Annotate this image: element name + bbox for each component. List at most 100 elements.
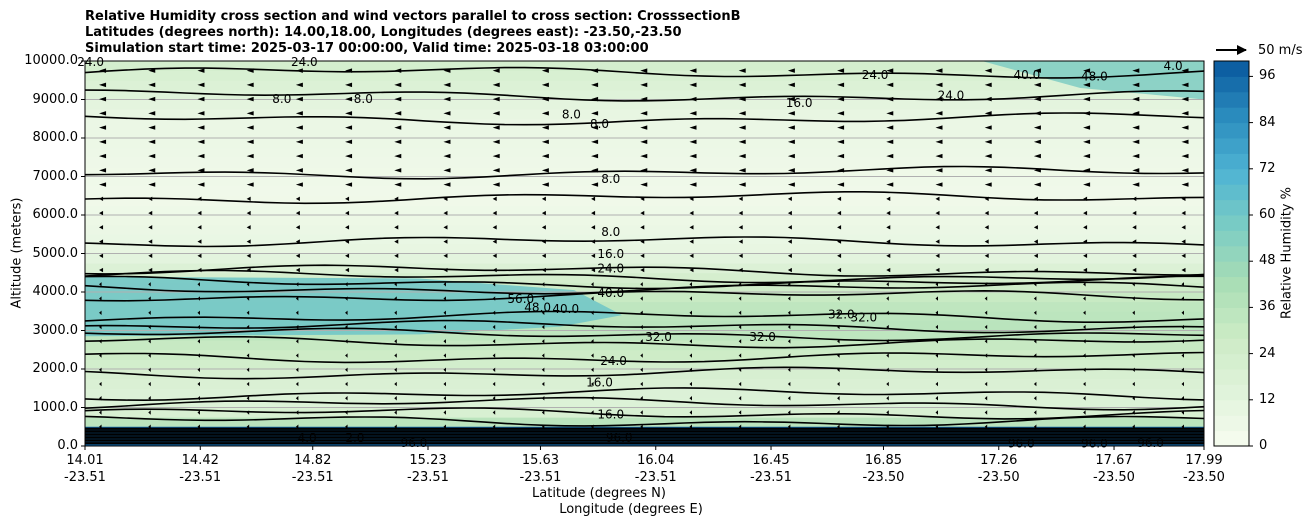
wind-vector [591, 96, 599, 102]
wind-vector [689, 182, 697, 187]
wind-vector [984, 410, 988, 415]
wind-vector [640, 353, 643, 358]
wind-vector [886, 139, 894, 145]
rh-band [85, 176, 1204, 187]
wind-vector [246, 68, 254, 73]
wind-vector [984, 253, 989, 259]
wind-vector [394, 253, 399, 259]
wind-vector [935, 267, 940, 273]
wind-vector [787, 253, 792, 259]
wind-vector [640, 139, 648, 145]
wind-vector [394, 282, 397, 287]
wind-vector [787, 267, 792, 273]
colorbar-segment [1214, 399, 1249, 416]
wind-vector [935, 153, 943, 159]
y-tick-label: 0.0 [57, 438, 78, 453]
wind-vector [1033, 353, 1037, 358]
wind-vector [295, 282, 299, 287]
wind-vector [394, 353, 397, 358]
wind-vector [984, 296, 988, 301]
wind-vector [1033, 324, 1037, 330]
wind-vector [1033, 410, 1037, 415]
colorbar-segment [1214, 261, 1249, 278]
wind-vector [1083, 111, 1091, 116]
wind-vector [197, 125, 205, 130]
wind-vector [1132, 168, 1140, 173]
wind-vector [443, 139, 451, 145]
wind-vector [345, 125, 353, 130]
wind-vector [541, 68, 549, 73]
wind-vector [345, 139, 353, 145]
colorbar-segment [1214, 215, 1249, 231]
wind-vector [295, 225, 300, 230]
wind-vector [886, 339, 889, 344]
wind-vector [591, 239, 596, 244]
wind-vector [1033, 125, 1041, 130]
rh-band [85, 301, 1204, 312]
wind-vector [640, 96, 648, 102]
wind-vector [148, 225, 153, 230]
rh-band [85, 128, 1204, 139]
wind-vector [1083, 253, 1088, 259]
wind-vector [394, 125, 402, 130]
wind-vector [246, 253, 251, 259]
rh-band [85, 349, 1204, 360]
wind-vector [1132, 253, 1137, 259]
wind-vector [443, 353, 446, 358]
wind-vector [1181, 296, 1185, 301]
wind-vector [886, 410, 889, 415]
wind-vector [738, 381, 742, 387]
wind-vector [787, 381, 791, 387]
wind-vector [295, 82, 303, 88]
wind-vector [99, 296, 102, 301]
wind-vector [99, 310, 102, 315]
wind-vector [984, 239, 989, 244]
contour-line [85, 112, 1204, 126]
contour-label: 16.0 [597, 408, 624, 422]
wind-vector [1132, 353, 1135, 358]
wind-vector [886, 68, 894, 73]
chart-title-line-2: Latitudes (degrees north): 14.00,18.00, … [85, 25, 682, 40]
wind-vector [738, 296, 742, 301]
wind-vector [394, 424, 397, 429]
rh-band [85, 359, 1204, 370]
contour-line [85, 327, 1204, 342]
wind-vector [984, 353, 988, 358]
wind-vector [591, 324, 594, 330]
wind-vector [1033, 396, 1037, 401]
wind-vector [345, 111, 353, 116]
wind-vector [197, 424, 200, 429]
colorbar-segment [1214, 138, 1249, 154]
wind-vector [935, 296, 938, 301]
wind-vector [689, 282, 692, 287]
wind-vector [787, 324, 791, 330]
x-tick-marks [84, 446, 1205, 450]
wind-vector [886, 253, 891, 259]
wind-vector [886, 282, 889, 287]
colorbar-segment [1214, 276, 1249, 293]
wind-vector [295, 68, 303, 73]
rh-band [85, 253, 1204, 264]
rh-band [85, 70, 1204, 81]
wind-vector [148, 296, 151, 301]
wind-vector [591, 282, 594, 287]
wind-vector [935, 68, 943, 73]
wind-vector [787, 153, 795, 159]
wind-vector [689, 424, 692, 429]
wind-vector [541, 225, 546, 230]
wind-vector [443, 168, 451, 173]
wind-vector [541, 282, 545, 287]
wind-vector [886, 225, 891, 230]
wind-vector [1033, 225, 1038, 230]
x-tick-label: 16.85 -23.50 [862, 453, 905, 485]
wind-vector [689, 210, 694, 216]
wind-vector [984, 82, 992, 88]
contour-label: 24.0 [938, 89, 965, 103]
wind-vector [689, 125, 697, 130]
wind-vector [541, 296, 545, 301]
wind-vector [148, 210, 153, 216]
wind-vector [246, 424, 250, 429]
wind-vector [541, 424, 545, 429]
wind-vector [1181, 139, 1189, 145]
wind-vector [394, 96, 402, 102]
